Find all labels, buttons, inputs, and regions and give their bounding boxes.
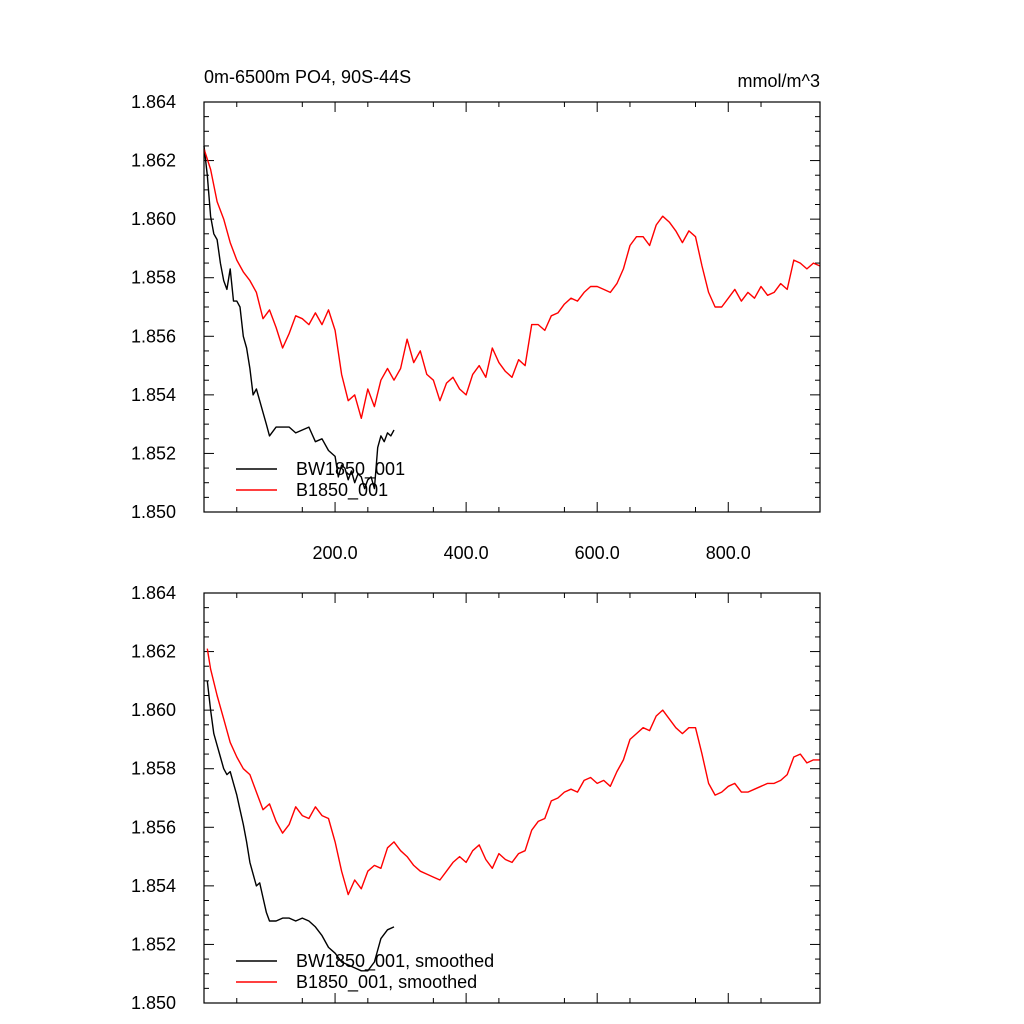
legend-label: BW1850_001 xyxy=(296,459,405,480)
top-panel: 1.850 1.852 1.854 1.856 1.858 1.860 1.862 1.864… xyxy=(131,92,821,563)
y-tick-label: 1.860 xyxy=(131,209,176,229)
y-tick-label: 1.854 xyxy=(131,385,176,405)
series-line-b1850 xyxy=(203,148,821,419)
y-tick-label: 1.862 xyxy=(131,642,176,662)
y-tick-label: 1.858 xyxy=(131,759,176,779)
y-tick-label: 1.858 xyxy=(131,268,176,288)
legend-label: B1850_001 xyxy=(296,480,388,501)
y-tick-label: 1.864 xyxy=(131,92,176,112)
x-tick-label: 800.0 xyxy=(706,543,751,563)
x-tick-label: 400.0 xyxy=(444,543,489,563)
y-tick-label: 1.856 xyxy=(131,326,176,346)
units-label: mmol/m^3 xyxy=(738,71,820,91)
series-line-bw1850 xyxy=(203,145,395,490)
x-tick-label: 200.0 xyxy=(313,543,358,563)
y-tick-label: 1.852 xyxy=(131,934,176,954)
legend-label: BW1850_001, smoothed xyxy=(296,951,494,972)
y-tick-label: 1.852 xyxy=(131,443,176,463)
y-tick-label: 1.864 xyxy=(131,583,176,603)
series-line-bw1850 xyxy=(206,680,395,972)
bottom-panel: 1.850 1.852 1.854 1.856 1.858 1.860 1.862 1.864… xyxy=(131,583,821,1013)
y-tick-label: 1.850 xyxy=(131,502,176,522)
plot-frame xyxy=(203,592,821,1004)
series-line-b1850 xyxy=(206,648,820,896)
plot-frame xyxy=(203,101,821,513)
legend-label: B1850_001, smoothed xyxy=(296,972,477,993)
y-tick-label: 1.854 xyxy=(131,876,176,896)
y-tick-label: 1.850 xyxy=(131,993,176,1013)
chart-title: 0m-6500m PO4, 90S-44S xyxy=(204,67,411,87)
y-tick-label: 1.862 xyxy=(131,151,176,171)
y-tick-label: 1.856 xyxy=(131,817,176,837)
x-tick-label: 600.0 xyxy=(575,543,620,563)
y-tick-label: 1.860 xyxy=(131,700,176,720)
